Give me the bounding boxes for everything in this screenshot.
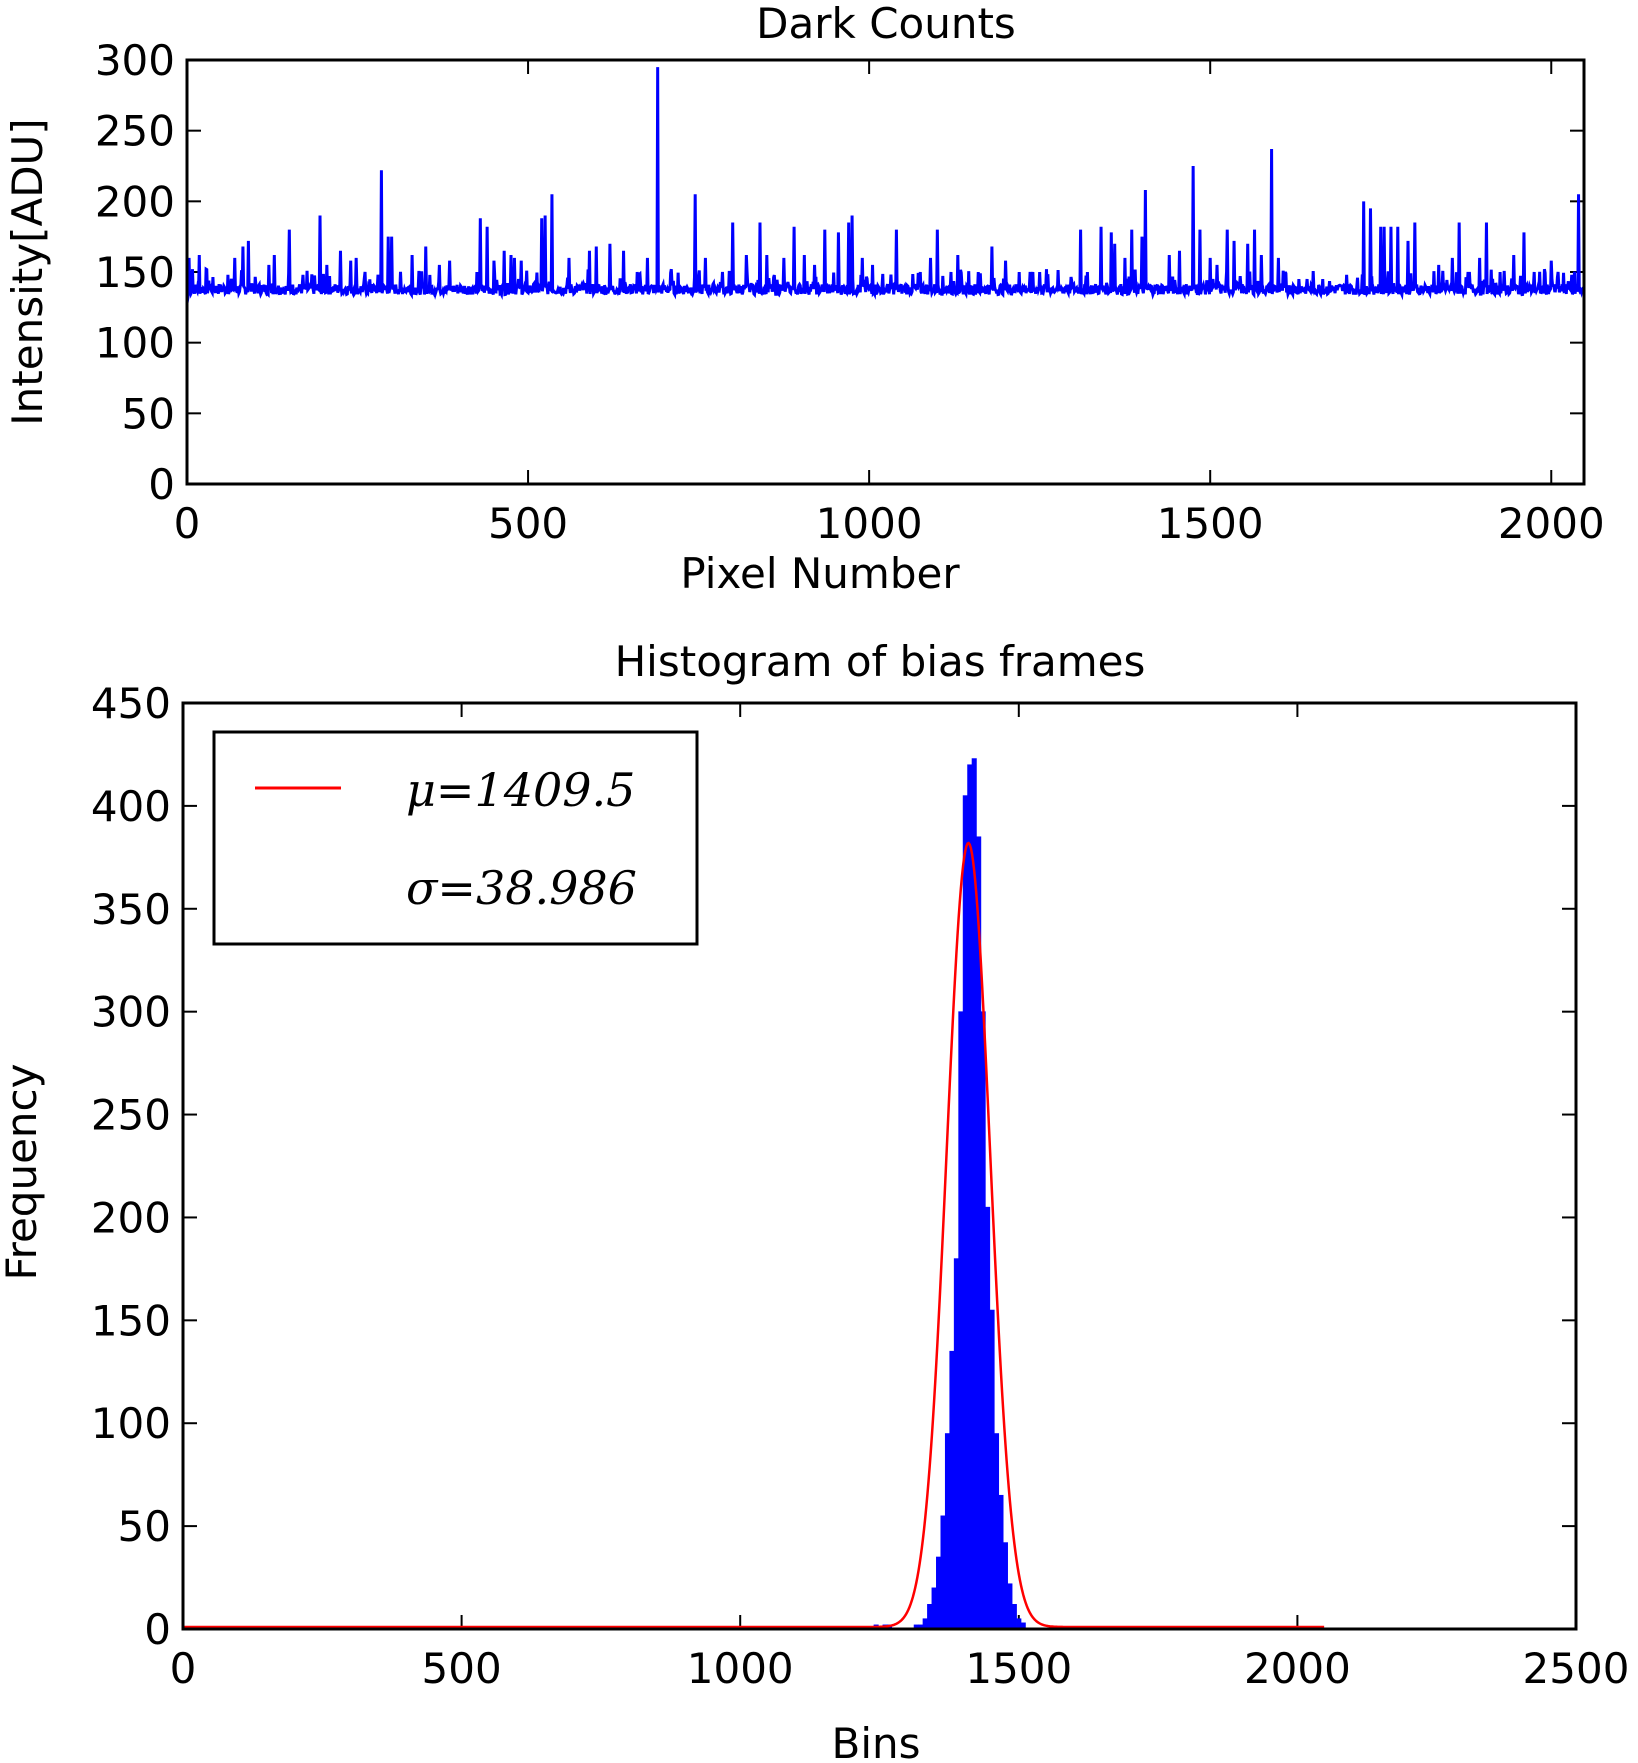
- histogram-bar: [944, 1433, 951, 1630]
- dark-counts-ytick-label: 200: [95, 177, 175, 226]
- legend-box: [212, 730, 699, 946]
- histogram-tick-labels: 0 500 1000 1500 2000 2500 0 50 100 150 200 250 300 35…: [91, 679, 1630, 1693]
- dark-counts-ytick-label: 150: [95, 248, 175, 297]
- histogram-bar: [1007, 1583, 1013, 1630]
- dark-counts-xtick-label: 500: [488, 499, 568, 548]
- histogram-bar: [922, 1618, 928, 1630]
- histogram-bar: [993, 1433, 1000, 1630]
- histogram-bar: [1002, 1542, 1008, 1630]
- dark-counts-plot-area: [187, 60, 1584, 484]
- histogram-bar: [1011, 1604, 1017, 1630]
- histogram-bar: [931, 1587, 937, 1630]
- histogram-ytick-label: 350: [91, 885, 171, 934]
- dark-counts-xtick-label: 0: [174, 499, 201, 548]
- histogram-ytick-label: 250: [91, 1091, 171, 1140]
- histogram-xlabel: Bins: [832, 1719, 921, 1763]
- histogram-frame: [181, 701, 1578, 1631]
- histogram-bar: [949, 1350, 955, 1630]
- dark-counts-chart: Dark Counts 0 500 1000 1500 2000 0 50 100 150 200…: [3, 0, 1605, 598]
- dark-counts-frame: [185, 58, 1586, 486]
- histogram-xtick-label: 500: [422, 1644, 502, 1693]
- dark-counts-ytick-label: 250: [95, 107, 175, 156]
- histogram-bar: [989, 1309, 995, 1630]
- histogram-bar: [953, 1258, 959, 1630]
- dark-counts-xlabel: Pixel Number: [680, 549, 960, 598]
- histogram-bar: [936, 1556, 942, 1630]
- dark-counts-xtick-label: 1500: [1157, 499, 1264, 548]
- dark-counts-xtick-label: 1000: [816, 499, 923, 548]
- histogram-bar: [958, 1011, 964, 1630]
- histogram-xtick-label: 1000: [687, 1644, 794, 1693]
- legend-entry-mu: μ=1409.5: [406, 763, 635, 817]
- histogram-ytick-label: 0: [144, 1605, 171, 1654]
- legend-entry-sigma: σ=38.986: [406, 861, 637, 915]
- histogram-ytick-label: 150: [91, 1296, 171, 1345]
- histogram-ylabel: Frequency: [0, 1064, 46, 1281]
- histogram-ytick-label: 300: [91, 988, 171, 1037]
- histogram-legend: μ=1409.5 σ=38.986: [212, 730, 699, 946]
- dark-counts-ytick-label: 300: [95, 36, 175, 85]
- histogram-xtick-label: 2000: [1244, 1644, 1351, 1693]
- histogram-ytick-label: 200: [91, 1193, 171, 1242]
- histogram-xtick-label: 1500: [965, 1644, 1072, 1693]
- histogram-chart: Histogram of bias frames 0 500 1000 1500 200…: [0, 637, 1629, 1763]
- dark-counts-tick-labels: 0 500 1000 1500 2000 0 50 100 150 200 250 300: [95, 36, 1605, 548]
- histogram-ytick-label: 100: [91, 1399, 171, 1448]
- histogram-xtick-label: 0: [170, 1644, 197, 1693]
- histogram-bar: [927, 1604, 933, 1630]
- histogram-ytick-label: 400: [91, 782, 171, 831]
- histogram-bar: [940, 1515, 946, 1630]
- histogram-title: Histogram of bias frames: [615, 637, 1146, 686]
- dark-counts-ytick-label: 100: [95, 319, 175, 368]
- dark-counts-ytick-label: 50: [122, 389, 175, 438]
- histogram-xtick-label: 2500: [1523, 1644, 1630, 1693]
- histogram-ytick-label: 450: [91, 679, 171, 728]
- histogram-bar: [967, 764, 973, 1630]
- gaussian-fit-curve: [183, 841, 1325, 1629]
- histogram-bar: [998, 1494, 1004, 1630]
- histogram-bar: [1016, 1618, 1022, 1630]
- histogram-bars: [873, 758, 1026, 1630]
- dark-counts-title: Dark Counts: [756, 0, 1016, 48]
- histogram-ytick-label: 50: [118, 1502, 171, 1551]
- dark-counts-xtick-label: 2000: [1498, 499, 1605, 548]
- histogram-bar: [980, 1011, 986, 1630]
- dark-counts-ylabel: Intensity[ADU]: [3, 118, 52, 425]
- histogram-bar: [985, 1206, 991, 1630]
- dark-counts-series-line: [185, 67, 1585, 304]
- histogram-bar: [962, 795, 968, 1630]
- dark-counts-ytick-label: 0: [148, 460, 175, 509]
